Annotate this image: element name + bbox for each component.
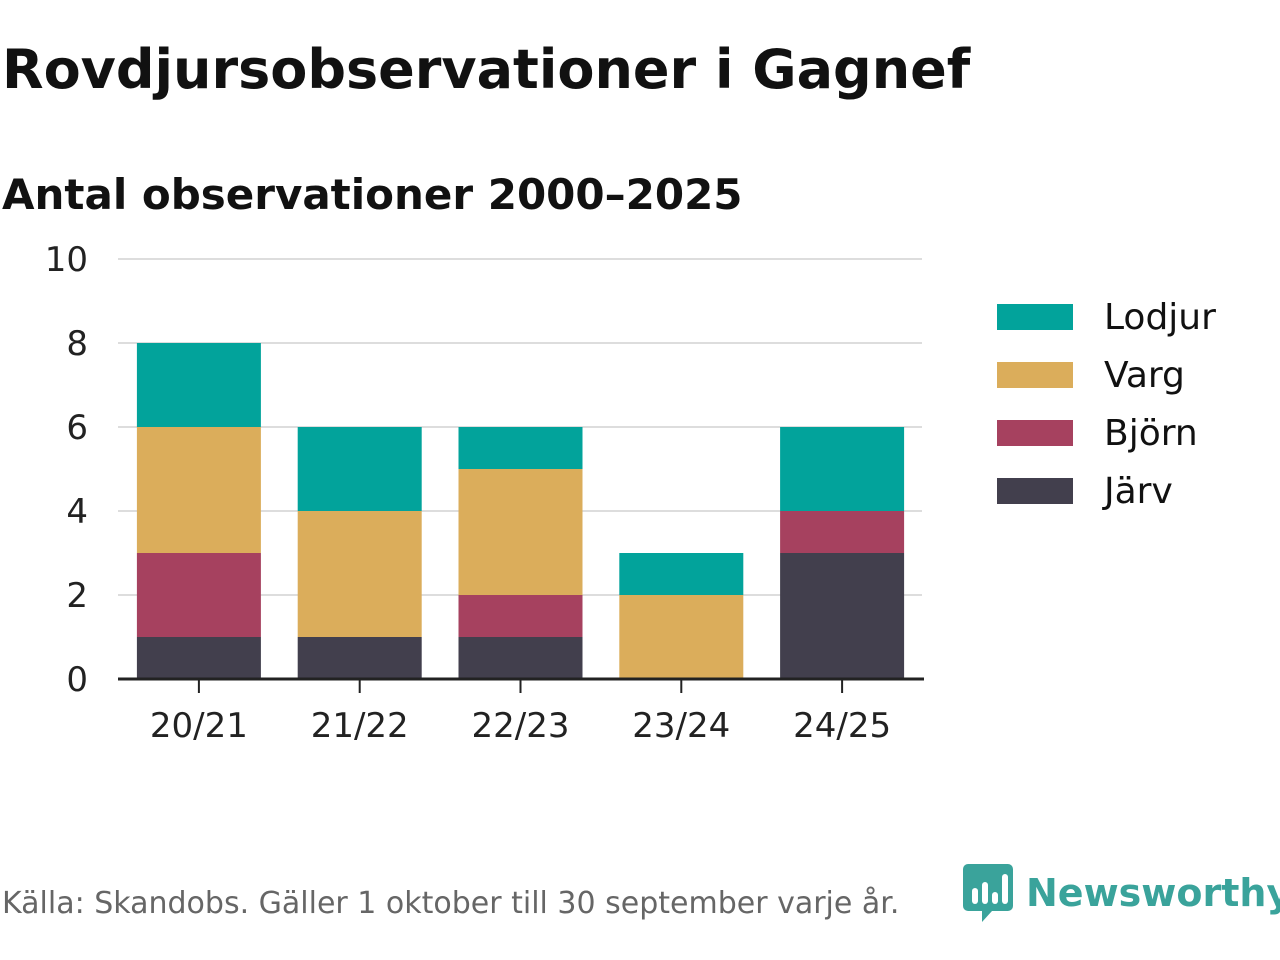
legend-label-varg: Varg bbox=[1104, 355, 1185, 396]
y-tick-label: 4 bbox=[66, 492, 88, 532]
legend-swatch-lodjur bbox=[997, 304, 1073, 330]
x-tick-label: 20/21 bbox=[150, 706, 248, 746]
y-tick-label: 0 bbox=[66, 660, 88, 700]
bar-segment-järv bbox=[297, 637, 422, 679]
bar-segment-järv bbox=[136, 637, 261, 679]
x-tick-label: 23/24 bbox=[632, 706, 730, 746]
bar-segment-järv bbox=[458, 637, 583, 679]
y-tick-label: 8 bbox=[66, 324, 88, 364]
brand-name: Newsworthy bbox=[1026, 871, 1280, 915]
x-tick-label: 22/23 bbox=[472, 706, 570, 746]
legend-label-björn: Björn bbox=[1104, 413, 1198, 454]
bar-segment-varg bbox=[297, 511, 422, 637]
chart-subtitle: Antal observationer 2000–2025 bbox=[2, 170, 743, 219]
bar-segment-björn bbox=[136, 553, 261, 637]
bar-segment-järv bbox=[780, 553, 905, 679]
y-tick-label: 2 bbox=[66, 576, 88, 616]
brand: Newsworthy bbox=[962, 862, 1280, 924]
legend-label-järv: Järv bbox=[1102, 471, 1173, 512]
legend-swatch-varg bbox=[997, 362, 1073, 388]
newsworthy-logo-icon bbox=[963, 864, 1013, 922]
x-tick-label: 24/25 bbox=[793, 706, 891, 746]
bar-segment-lodjur bbox=[458, 427, 583, 469]
bar-segment-varg bbox=[136, 427, 261, 553]
legend-label-lodjur: Lodjur bbox=[1104, 297, 1216, 338]
source-note: Källa: Skandobs. Gäller 1 oktober till 3… bbox=[2, 886, 900, 921]
chart-title: Rovdjursobservationer i Gagnef bbox=[2, 38, 971, 101]
bar-segment-björn bbox=[458, 595, 583, 637]
y-tick-label: 10 bbox=[45, 240, 88, 280]
bar-segment-lodjur bbox=[136, 343, 261, 427]
x-tick-label: 21/22 bbox=[311, 706, 409, 746]
stacked-bar-chart: 0 2 4 6 8 10 20/21 21/22 22/23 23/24 24/25 Lodjur Va… bbox=[45, 240, 1216, 746]
legend-swatch-järv bbox=[997, 478, 1073, 504]
bar-segment-lodjur bbox=[619, 553, 744, 595]
bar-segment-björn bbox=[780, 511, 905, 553]
bar-segment-lodjur bbox=[780, 427, 905, 511]
bar-segment-varg bbox=[619, 595, 744, 679]
y-tick-label: 6 bbox=[66, 408, 88, 448]
bar-segment-varg bbox=[458, 469, 583, 595]
bar-segment-lodjur bbox=[297, 427, 422, 511]
legend-swatch-björn bbox=[997, 420, 1073, 446]
